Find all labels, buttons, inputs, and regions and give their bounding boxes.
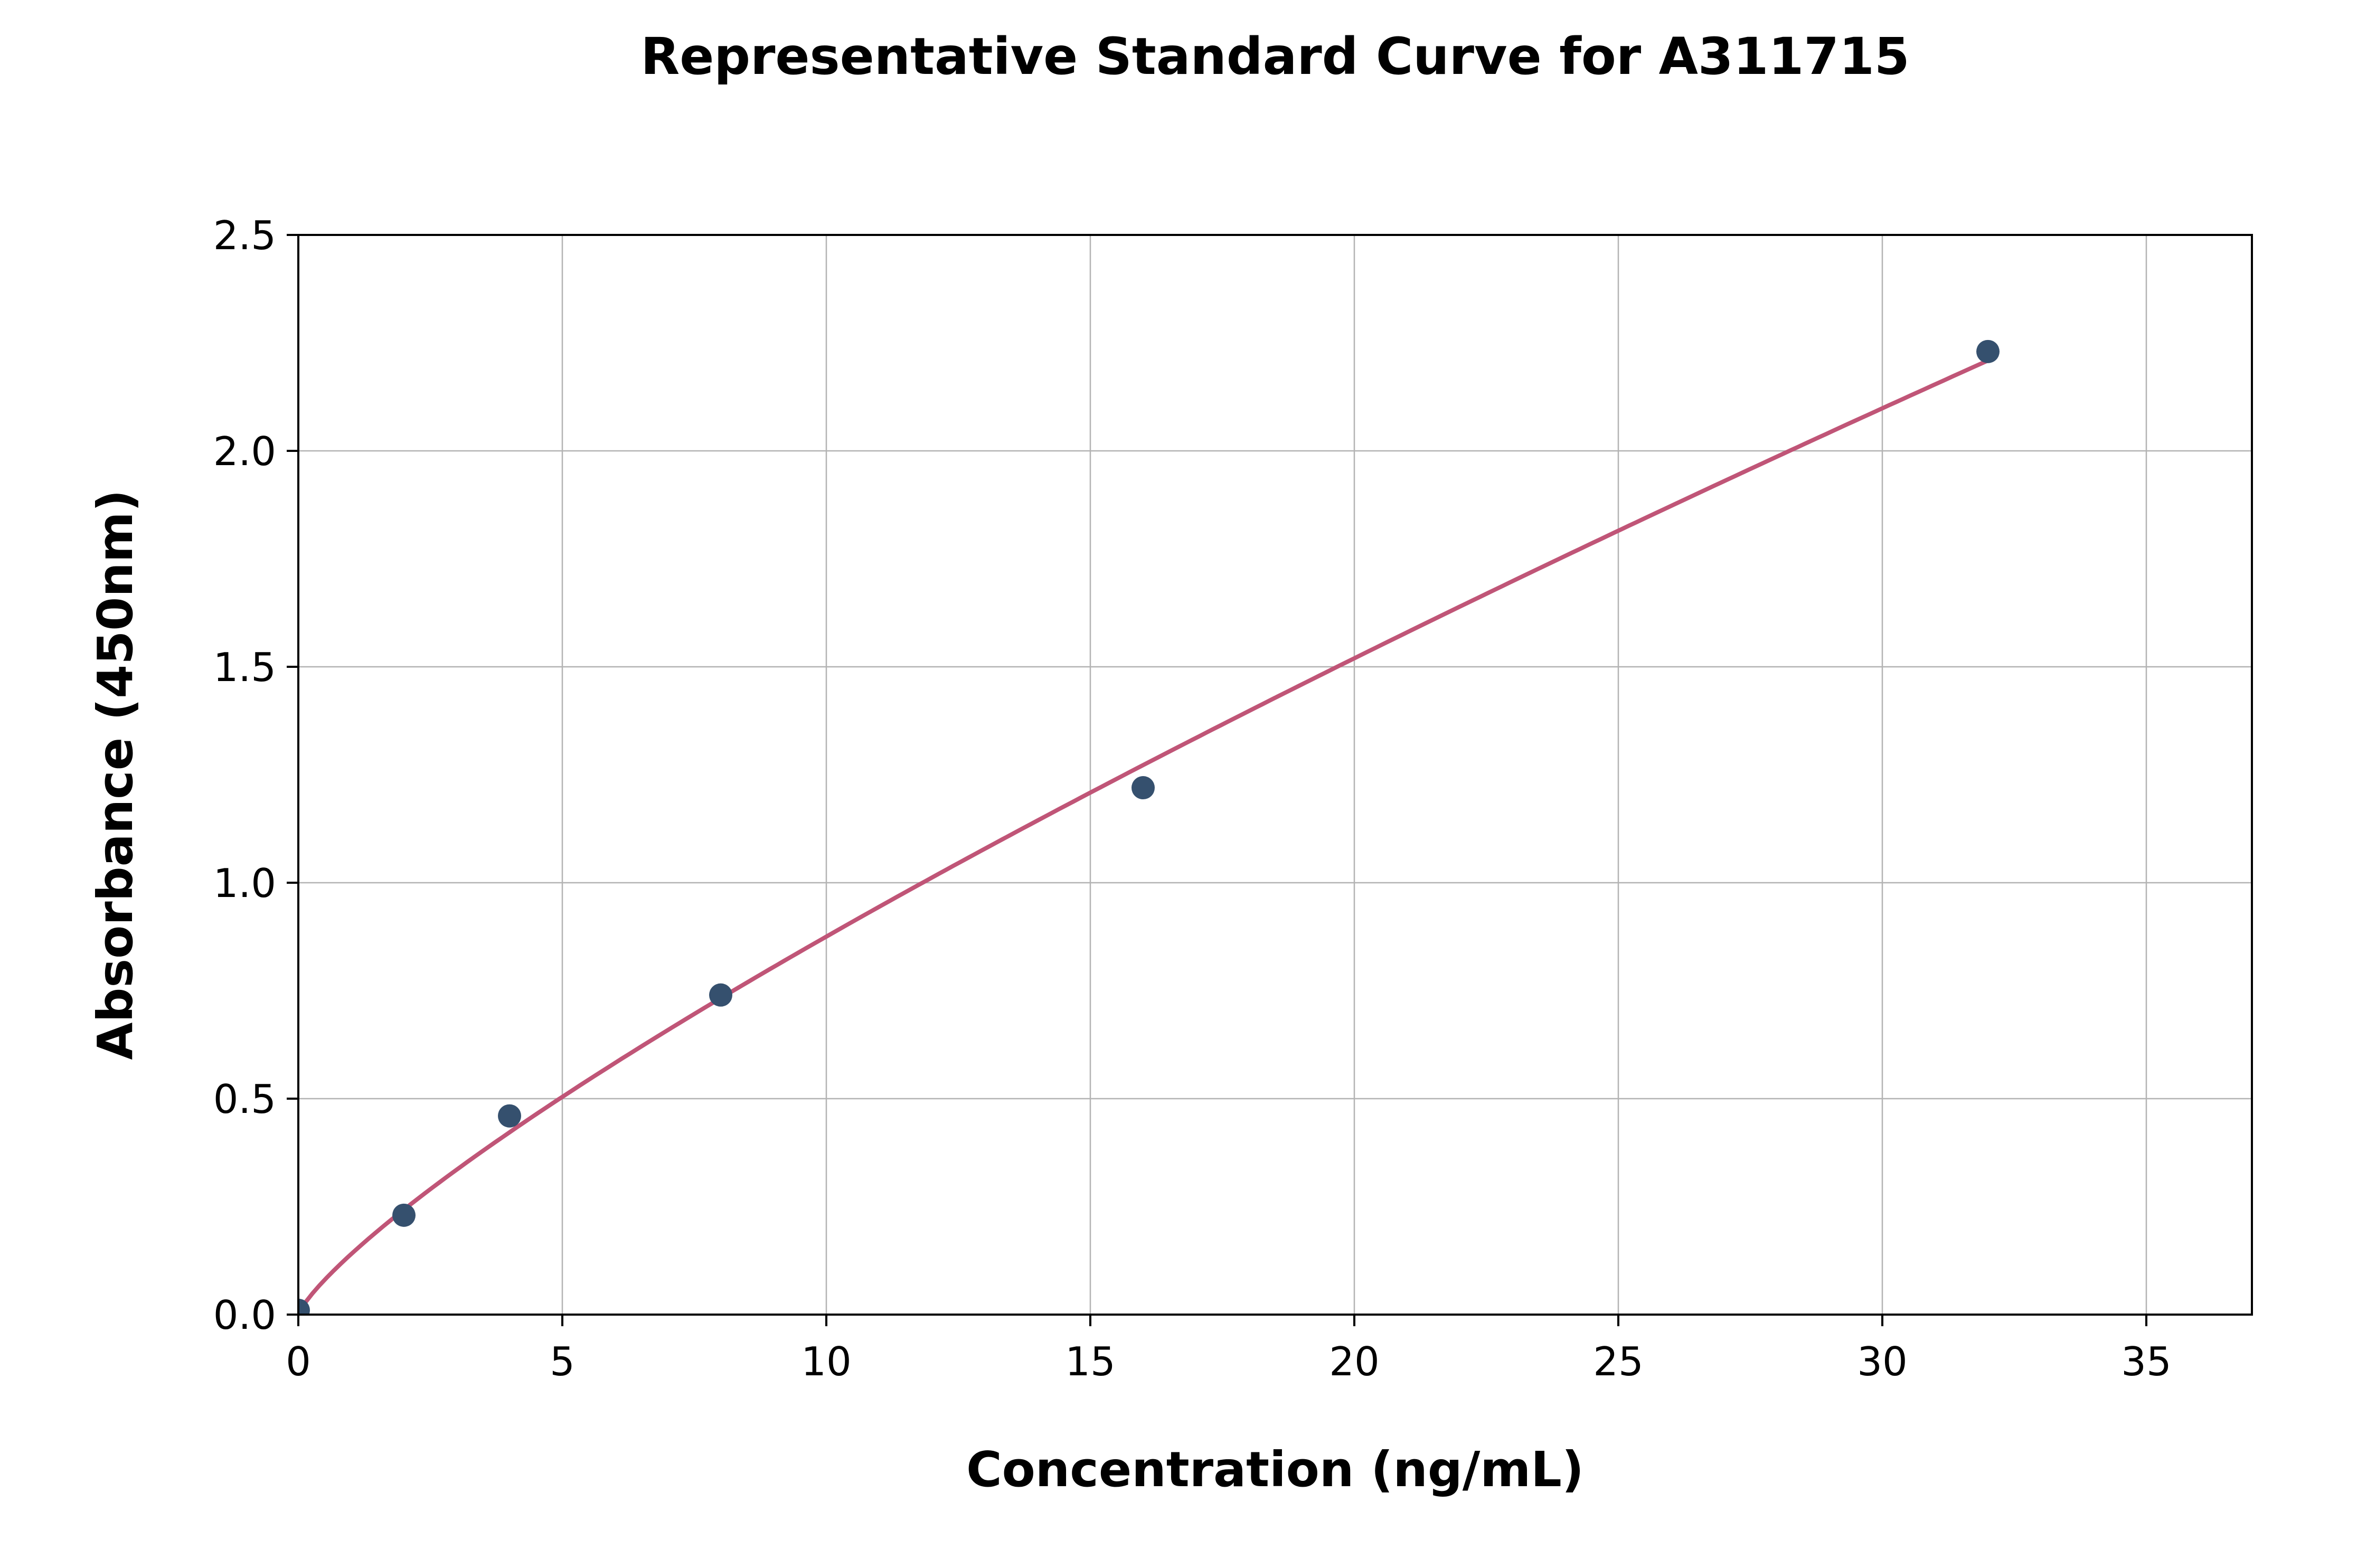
x-tick-label: 35 <box>2121 1338 2171 1385</box>
data-point <box>1132 776 1155 800</box>
x-tick-label: 5 <box>550 1338 575 1385</box>
x-tick-label: 20 <box>1329 1338 1379 1385</box>
x-tick-label: 10 <box>801 1338 851 1385</box>
data-point <box>392 1203 416 1227</box>
x-tick-label: 25 <box>1593 1338 1643 1385</box>
y-tick-label: 2.5 <box>213 212 276 259</box>
y-tick-label: 1.0 <box>213 860 276 906</box>
y-tick-label: 0.0 <box>213 1292 276 1338</box>
fit-curve <box>298 358 1990 1315</box>
data-points <box>298 339 2000 1315</box>
plot-border <box>297 234 2253 1316</box>
x-axis-label: Concentration (ng/mL) <box>966 1441 1584 1498</box>
chart-title: Representative Standard Curve for A31171… <box>640 27 1909 86</box>
y-tick-label: 0.5 <box>213 1076 276 1122</box>
x-tick-label: 0 <box>286 1338 311 1385</box>
data-point <box>298 1298 310 1315</box>
data-point <box>498 1104 521 1128</box>
data-point <box>1976 339 2000 363</box>
y-axis-label: Absorbance (450nm) <box>87 489 144 1060</box>
tick-marks <box>287 234 2147 1326</box>
x-tick-label: 30 <box>1857 1338 1907 1385</box>
x-tick-labels: 0 5 10 15 20 25 30 35 <box>286 1338 2172 1385</box>
x-tick-label: 15 <box>1065 1338 1115 1385</box>
data-point <box>709 983 732 1007</box>
y-tick-label: 1.5 <box>213 644 276 691</box>
y-tick-label: 2.0 <box>213 428 276 475</box>
y-tick-labels: 0.0 0.5 1.0 1.5 2.0 2.5 <box>213 212 276 1338</box>
